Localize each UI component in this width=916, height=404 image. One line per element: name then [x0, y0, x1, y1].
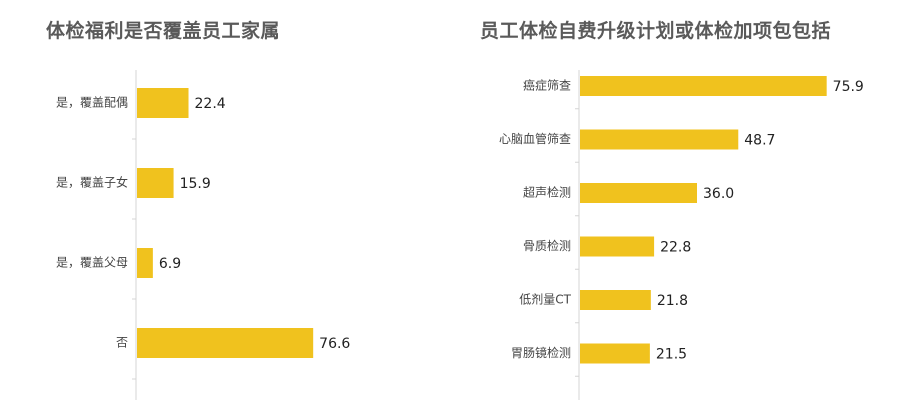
category-label-upgrade: 心脑血管筛查	[499, 131, 571, 146]
value-label-upgrade: 21.8	[657, 293, 688, 309]
category-label-coverage: 是，覆盖子女	[56, 175, 128, 190]
bar-upgrade	[580, 343, 650, 364]
bar-upgrade	[580, 236, 655, 257]
value-label-upgrade: 21.5	[656, 347, 687, 363]
category-label-upgrade: 骨质检测	[523, 238, 571, 253]
category-label-upgrade: 癌症筛查	[523, 78, 571, 93]
value-label-upgrade: 48.7	[744, 133, 775, 149]
chart-coverage: 是，覆盖配偶 22.4 是，覆盖子女 15.9 是，覆盖父母 6.9 否 76.6	[56, 70, 350, 400]
category-label-coverage: 是，覆盖配偶	[56, 96, 128, 110]
category-label-upgrade: 胃肠镜检测	[511, 345, 571, 360]
value-label-coverage: 76.6	[319, 336, 350, 352]
value-label-upgrade: 36.0	[703, 186, 734, 202]
bar-upgrade	[580, 76, 827, 96]
category-label-upgrade: 低剂量CT	[519, 292, 571, 307]
chart-title-checkup-upgrades: 员工体检自费升级计划或体检加项包包括	[480, 20, 832, 42]
bar-upgrade	[580, 290, 651, 310]
bar-coverage	[137, 248, 153, 278]
category-label-upgrade: 超声检测	[523, 185, 571, 200]
value-label-coverage: 22.4	[195, 96, 226, 112]
bar-coverage	[137, 168, 174, 198]
bar-coverage	[137, 328, 314, 358]
value-label-coverage: 6.9	[159, 256, 181, 272]
category-label-coverage: 是，覆盖父母	[56, 256, 128, 270]
bar-coverage	[137, 88, 189, 118]
bar-upgrade	[580, 183, 697, 203]
bar-upgrade	[580, 129, 739, 150]
value-label-coverage: 15.9	[180, 176, 211, 192]
chart-title-family-coverage: 体检福利是否覆盖员工家属	[46, 20, 281, 42]
chart-upgrade: 癌症筛查 75.9 心脑血管筛查 48.7 超声检测 36.0 骨质检测 22.8 低剂量CT 2…	[499, 70, 864, 400]
value-label-upgrade: 75.9	[833, 79, 864, 95]
value-label-upgrade: 22.8	[660, 240, 691, 256]
category-label-coverage: 否	[116, 336, 128, 350]
